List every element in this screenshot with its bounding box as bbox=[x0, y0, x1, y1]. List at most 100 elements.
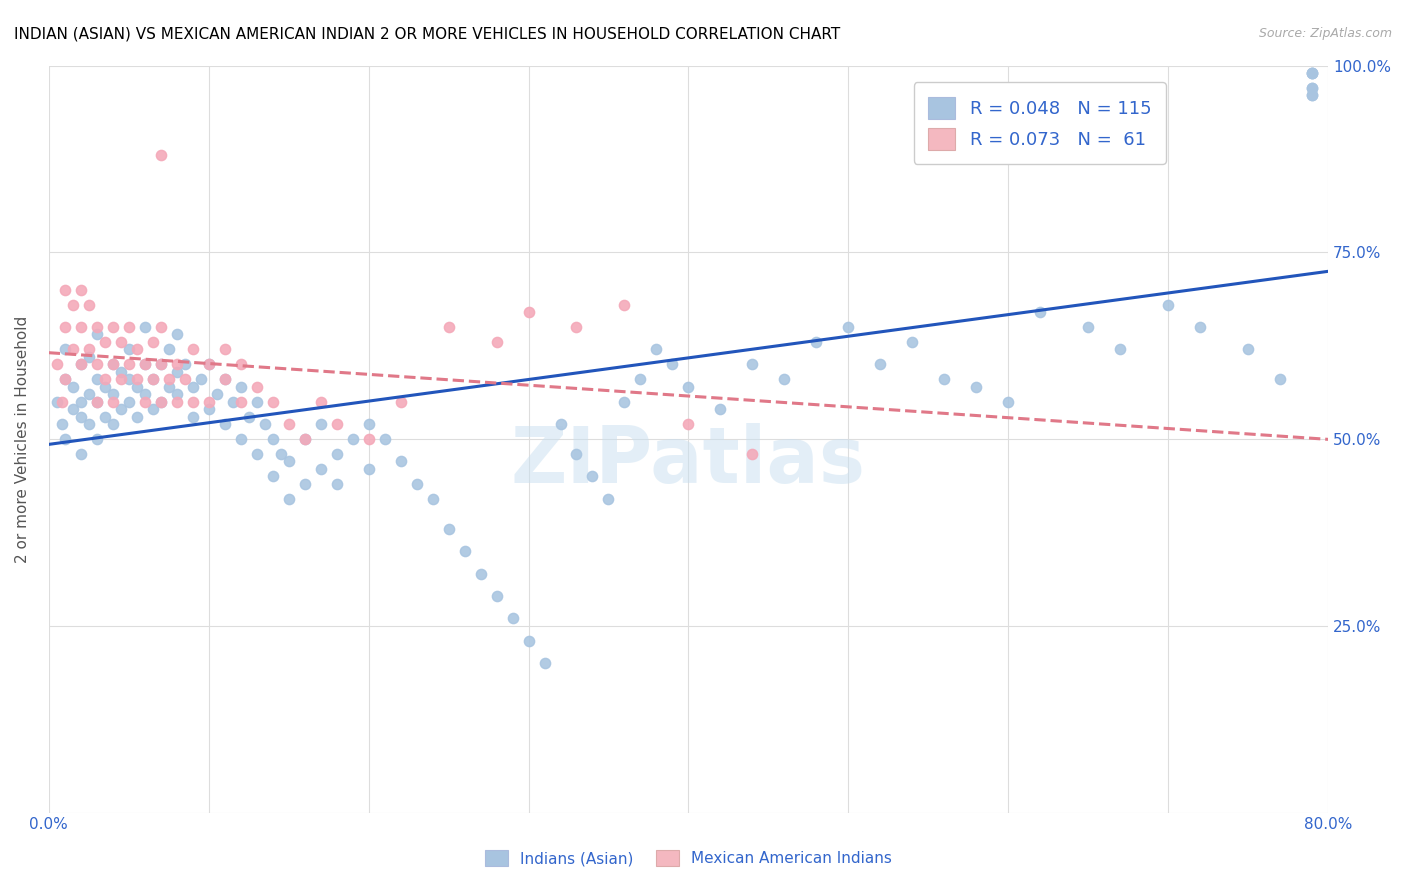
Point bbox=[190, 372, 212, 386]
Point bbox=[517, 305, 540, 319]
Point bbox=[965, 380, 987, 394]
Point bbox=[246, 380, 269, 394]
Point bbox=[149, 148, 172, 162]
Point bbox=[69, 394, 91, 409]
Point bbox=[77, 387, 100, 401]
Point bbox=[118, 372, 141, 386]
Point bbox=[1109, 343, 1132, 357]
Point bbox=[110, 372, 132, 386]
Point bbox=[45, 357, 67, 371]
Point bbox=[1301, 88, 1323, 103]
Point bbox=[613, 394, 636, 409]
Point bbox=[773, 372, 796, 386]
Point bbox=[86, 432, 108, 446]
Point bbox=[325, 476, 347, 491]
Point bbox=[294, 432, 316, 446]
Point bbox=[93, 380, 115, 394]
Point bbox=[118, 320, 141, 334]
Point bbox=[277, 417, 299, 431]
Point bbox=[533, 656, 555, 670]
Point bbox=[262, 469, 284, 483]
Point bbox=[101, 320, 124, 334]
Point bbox=[214, 372, 236, 386]
Point bbox=[62, 380, 84, 394]
Point bbox=[53, 432, 76, 446]
Point bbox=[325, 447, 347, 461]
Point bbox=[1301, 66, 1323, 80]
Point bbox=[502, 611, 524, 625]
Point bbox=[77, 298, 100, 312]
Point bbox=[1301, 81, 1323, 95]
Point bbox=[678, 380, 700, 394]
Point bbox=[149, 394, 172, 409]
Point bbox=[678, 417, 700, 431]
Point bbox=[262, 394, 284, 409]
Point bbox=[125, 343, 148, 357]
Point bbox=[125, 409, 148, 424]
Point bbox=[214, 417, 236, 431]
Point bbox=[565, 447, 588, 461]
Point bbox=[581, 469, 603, 483]
Point bbox=[437, 320, 460, 334]
Point bbox=[485, 589, 508, 603]
Legend: R = 0.048   N = 115, R = 0.073   N =  61: R = 0.048 N = 115, R = 0.073 N = 61 bbox=[914, 82, 1166, 164]
Point bbox=[709, 402, 731, 417]
Point bbox=[134, 394, 156, 409]
Point bbox=[86, 327, 108, 342]
Point bbox=[270, 447, 292, 461]
Point bbox=[142, 334, 165, 349]
Point bbox=[357, 417, 380, 431]
Point bbox=[470, 566, 492, 581]
Point bbox=[101, 357, 124, 371]
Point bbox=[62, 402, 84, 417]
Point bbox=[325, 417, 347, 431]
Point bbox=[173, 372, 195, 386]
Point bbox=[550, 417, 572, 431]
Point bbox=[166, 365, 188, 379]
Point bbox=[277, 491, 299, 506]
Point bbox=[661, 357, 683, 371]
Point bbox=[69, 357, 91, 371]
Point bbox=[294, 476, 316, 491]
Point bbox=[1268, 372, 1291, 386]
Point bbox=[1029, 305, 1052, 319]
Point bbox=[93, 409, 115, 424]
Point bbox=[630, 372, 652, 386]
Point bbox=[229, 380, 252, 394]
Point bbox=[125, 372, 148, 386]
Point bbox=[1077, 320, 1099, 334]
Point bbox=[934, 372, 956, 386]
Point bbox=[309, 417, 332, 431]
Point bbox=[166, 327, 188, 342]
Point bbox=[309, 462, 332, 476]
Point bbox=[77, 417, 100, 431]
Point bbox=[93, 372, 115, 386]
Point bbox=[142, 402, 165, 417]
Point bbox=[1301, 88, 1323, 103]
Point bbox=[69, 447, 91, 461]
Point bbox=[422, 491, 444, 506]
Point bbox=[309, 394, 332, 409]
Point bbox=[238, 409, 260, 424]
Point bbox=[53, 343, 76, 357]
Point bbox=[277, 454, 299, 468]
Point bbox=[229, 432, 252, 446]
Point bbox=[1157, 298, 1180, 312]
Point bbox=[77, 350, 100, 364]
Point bbox=[221, 394, 243, 409]
Point bbox=[437, 522, 460, 536]
Point bbox=[613, 298, 636, 312]
Point bbox=[741, 447, 763, 461]
Point bbox=[157, 380, 180, 394]
Point bbox=[806, 334, 828, 349]
Point bbox=[93, 334, 115, 349]
Text: ZIPatlas: ZIPatlas bbox=[510, 424, 866, 500]
Point bbox=[262, 432, 284, 446]
Point bbox=[173, 357, 195, 371]
Point bbox=[134, 387, 156, 401]
Point bbox=[389, 454, 412, 468]
Point bbox=[110, 334, 132, 349]
Point bbox=[142, 372, 165, 386]
Point bbox=[197, 402, 219, 417]
Point bbox=[229, 357, 252, 371]
